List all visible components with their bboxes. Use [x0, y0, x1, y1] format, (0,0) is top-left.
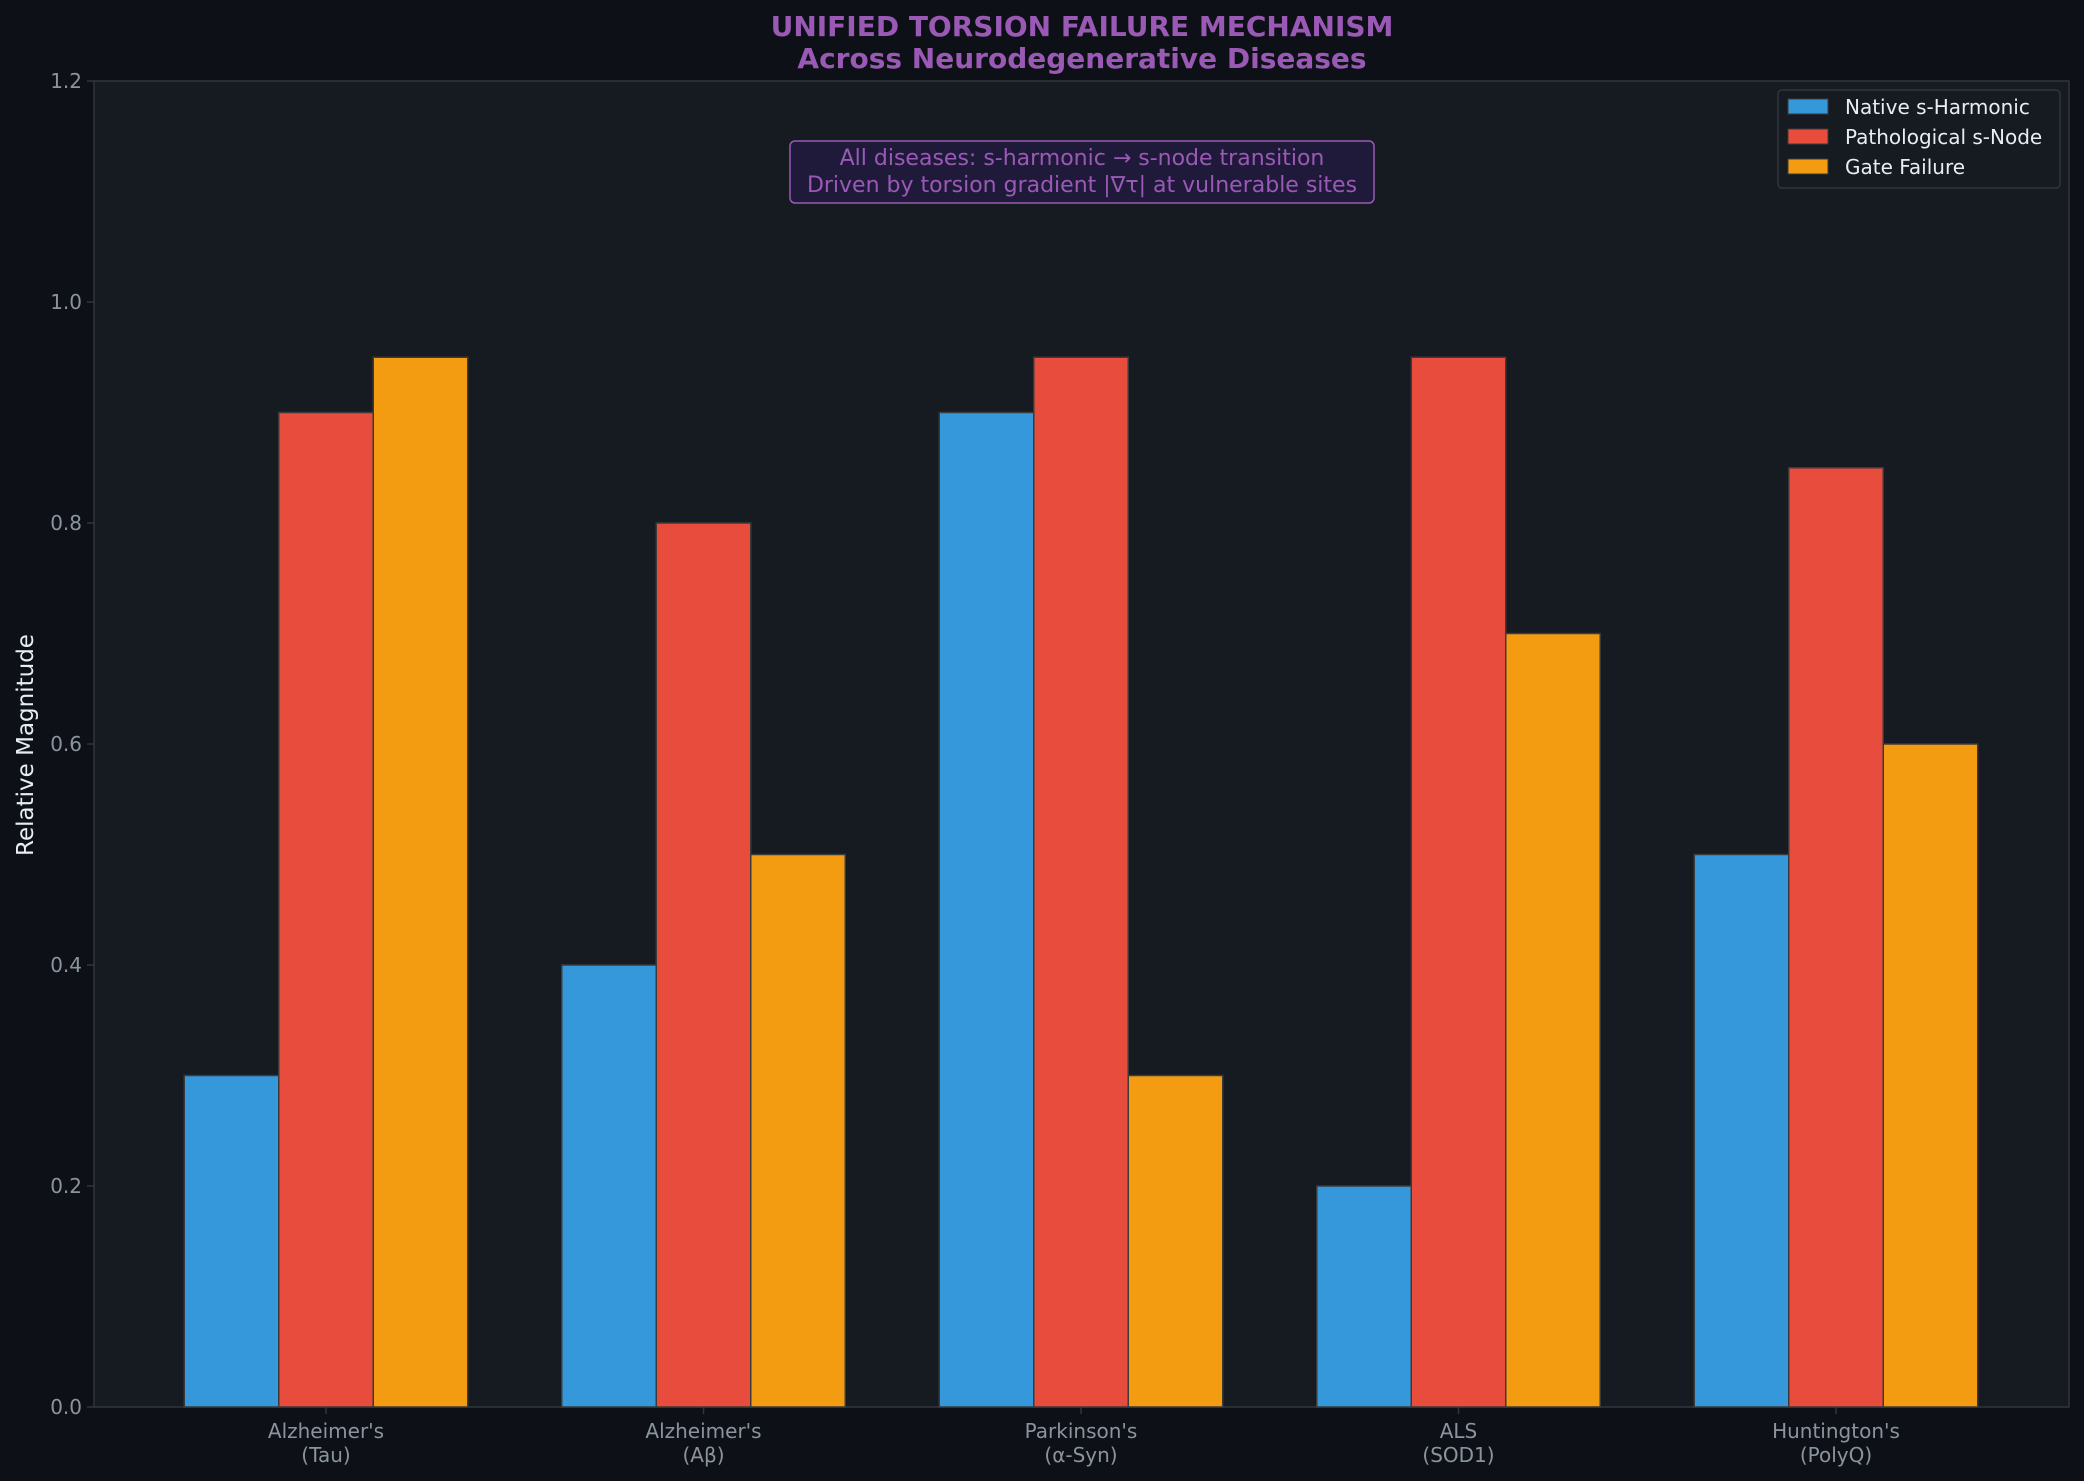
x-tick-label: Parkinson's [1025, 1419, 1138, 1443]
bars [183, 356, 1979, 1408]
bar-pathological-s-node-1 [655, 522, 752, 1408]
bar-native-s-harmonic-3 [1316, 1185, 1412, 1408]
x-tick-label: (Tau) [301, 1443, 350, 1467]
bar-gate-failure-4 [1882, 743, 1979, 1408]
annotation-line-2: Driven by torsion gradient |∇τ| at vulne… [807, 173, 1357, 198]
y-tick-label: 0.2 [50, 1174, 82, 1198]
legend-swatch [1787, 98, 1829, 115]
annotation-frame [789, 140, 1375, 204]
y-tick-label: 1.0 [50, 290, 82, 314]
legend-swatch [1787, 158, 1829, 175]
legend-swatch [1787, 128, 1829, 145]
x-tick-label: Huntington's [1772, 1419, 1900, 1443]
bar-pathological-s-node-0 [278, 411, 374, 1408]
bar-native-s-harmonic-4 [1693, 853, 1790, 1408]
bar-pathological-s-node-4 [1788, 467, 1884, 1408]
y-tick-label: 0.4 [50, 953, 82, 977]
bar-native-s-harmonic-0 [183, 1074, 280, 1408]
annotation-box: All diseases: s-harmonic → s-node transi… [789, 140, 1375, 204]
x-tick-label: ALS [1440, 1419, 1478, 1443]
x-tick-label: (SOD1) [1422, 1443, 1494, 1467]
bar-gate-failure-2 [1127, 1074, 1224, 1408]
x-tick-label: (PolyQ) [1800, 1443, 1872, 1467]
x-tick-label: (α-Syn) [1044, 1443, 1117, 1467]
y-tick-label: 1.2 [50, 69, 82, 93]
bar-pathological-s-node-2 [1033, 356, 1129, 1408]
x-tick-label: Alzheimer's [268, 1419, 384, 1443]
x-tick-label: Alzheimer's [645, 1419, 761, 1443]
chart-title: UNIFIED TORSION FAILURE MECHANISM [771, 10, 1394, 43]
x-axis: Alzheimer's(Tau)Alzheimer's(Aβ)Parkinson… [268, 1407, 1900, 1467]
legend-label: Native s-Harmonic [1845, 95, 2030, 119]
bar-native-s-harmonic-2 [938, 411, 1035, 1408]
legend-label: Pathological s-Node [1845, 125, 2042, 149]
bar-gate-failure-3 [1505, 632, 1601, 1408]
bar-gate-failure-0 [372, 356, 469, 1408]
y-axis: 0.0 0.2 0.4 0.6 0.8 1.0 1.2 [50, 69, 94, 1419]
y-tick-label: 0.0 [50, 1395, 82, 1419]
x-tick-label: (Aβ) [682, 1443, 724, 1467]
annotation-line-1: All diseases: s-harmonic → s-node transi… [840, 146, 1325, 171]
bar-gate-failure-1 [750, 853, 846, 1408]
legend-frame [1777, 89, 2061, 189]
legend-label: Gate Failure [1845, 155, 1965, 179]
y-tick-label: 0.6 [50, 732, 82, 756]
y-tick-label: 0.8 [50, 511, 82, 535]
chart-subtitle: Across Neurodegenerative Diseases [797, 42, 1366, 75]
legend: Native s-Harmonic Pathological s-Node Gate… [1777, 89, 2061, 189]
y-axis-label: Relative Magnitude [13, 634, 39, 856]
bar-pathological-s-node-3 [1410, 356, 1507, 1408]
bar-native-s-harmonic-1 [561, 964, 657, 1408]
